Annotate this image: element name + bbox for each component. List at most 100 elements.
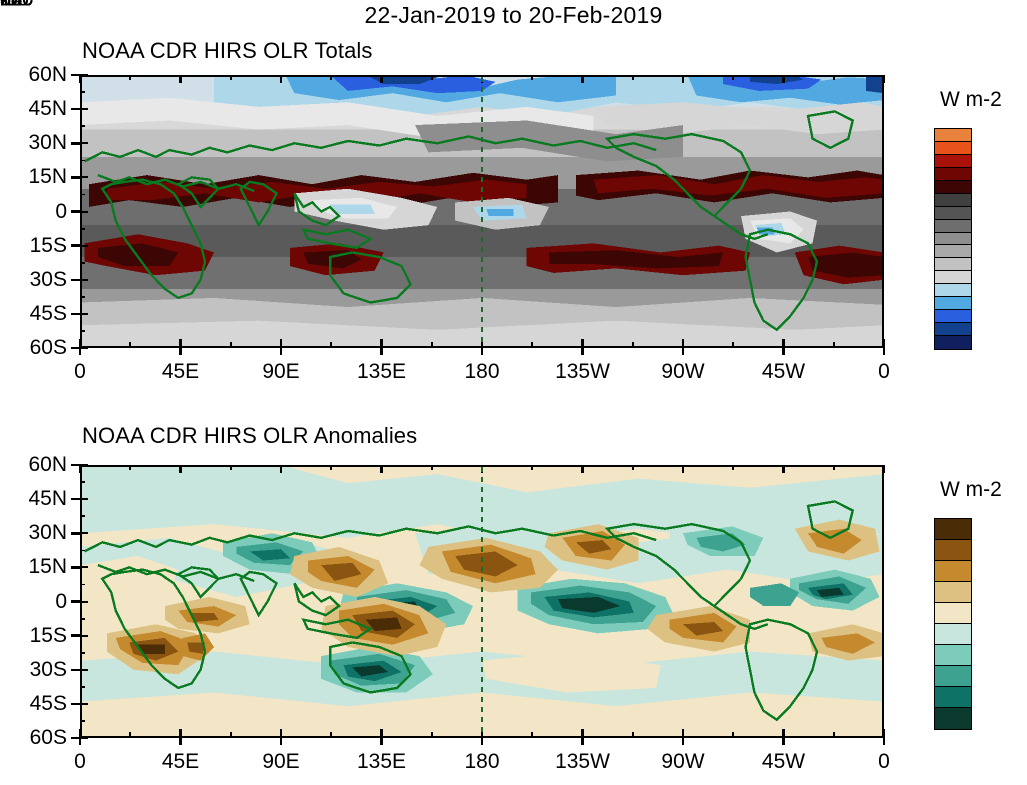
x-tick-top-anom-8 — [882, 465, 886, 473]
colorbar-unit-totals: W m-2 — [940, 88, 1002, 111]
x-tick-totals-6 — [681, 339, 685, 355]
y-tick-inner-totals-3 — [80, 176, 88, 179]
y-axis-label-anom-3: 15N — [28, 555, 67, 579]
colorbar-anomalies — [934, 518, 972, 730]
y-tick-inner-totals-4 — [80, 210, 88, 213]
y-minor-tick-totals — [80, 193, 85, 196]
y-axis-label-anom-4: 0 — [55, 589, 67, 613]
colorbar-band — [935, 561, 971, 582]
y-tick-inner-anom-7 — [80, 702, 88, 705]
x-tick-anom-4 — [480, 729, 484, 745]
x-tick-top-anom-5 — [581, 465, 584, 473]
y-minor-tick-anom — [80, 583, 85, 586]
colorbar-tick-label: 300 — [0, 0, 33, 12]
x-minor-tick-totals — [732, 75, 735, 80]
x-tick-top-totals-0 — [78, 75, 82, 83]
x-minor-tick-totals — [229, 342, 232, 348]
colorbar-totals — [934, 128, 972, 350]
x-axis-label-anom-3: 135E — [356, 750, 407, 773]
colorbar-tick-label: 260 — [0, 0, 33, 12]
y-tick-anom-2 — [71, 532, 82, 535]
x-minor-tick-anom — [430, 732, 433, 738]
y-tick-totals-0 — [71, 73, 82, 77]
x-tick-top-anom-0 — [78, 465, 82, 473]
x-minor-tick-anom — [129, 465, 132, 470]
colorbar-band — [935, 323, 971, 336]
x-minor-tick-anom — [631, 732, 634, 738]
y-tick-inner-totals-0 — [80, 74, 88, 76]
x-tick-anom-6 — [681, 729, 685, 745]
date-line-meridian-anom — [481, 467, 483, 736]
colorbar-band — [935, 336, 971, 349]
x-minor-tick-anom — [229, 732, 232, 738]
colorbar-band — [935, 219, 971, 233]
x-tick-anom-8 — [882, 729, 886, 745]
y-tick-totals-2 — [71, 142, 82, 145]
y-axis-label-anom-2: 30N — [28, 521, 67, 545]
colorbar-tick-label: 15 — [0, 0, 22, 12]
colorbar-band — [935, 245, 971, 259]
y-axis-label-anom-1: 45N — [28, 487, 67, 511]
colorbar-tick-label: 320 — [0, 0, 33, 12]
x-tick-totals-7 — [782, 339, 785, 355]
x-axis-label-anom-0: 0 — [74, 750, 86, 773]
colorbar-tick-label: 280 — [0, 0, 33, 12]
x-tick-top-totals-1 — [179, 75, 182, 83]
x-tick-top-anom-7 — [782, 465, 785, 473]
x-tick-anom-7 — [782, 729, 785, 745]
colorbar-unit-anomalies: W m-2 — [940, 478, 1002, 501]
x-axis-label-totals-8: 0 — [878, 360, 890, 383]
colorbar-tick-label: -15 — [0, 0, 29, 12]
colorbar-band — [935, 141, 971, 155]
x-tick-totals-8 — [882, 339, 886, 355]
colorbar-band — [935, 232, 971, 246]
y-axis-label-totals-8: 60S — [29, 336, 67, 359]
x-tick-top-totals-2 — [279, 75, 283, 83]
colorbar-band — [935, 310, 971, 324]
x-minor-tick-anom — [832, 465, 835, 470]
y-minor-tick-totals — [80, 91, 85, 94]
colorbar-band — [935, 519, 971, 540]
x-minor-tick-anom — [531, 465, 534, 470]
x-tick-top-totals-6 — [681, 75, 685, 83]
colorbar-tick-label: 30 — [0, 0, 22, 12]
x-tick-totals-3 — [380, 339, 383, 355]
x-tick-top-totals-5 — [581, 75, 584, 83]
x-axis-label-totals-4: 180 — [464, 360, 500, 383]
y-tick-inner-anom-1 — [80, 498, 88, 501]
colorbar-band — [935, 284, 971, 298]
colorbar-band — [935, 206, 971, 220]
x-tick-anom-0 — [78, 729, 82, 745]
x-axis-label-totals-3: 135E — [356, 360, 407, 383]
y-tick-totals-5 — [71, 244, 82, 247]
x-axis-label-anom-8: 0 — [878, 750, 890, 773]
y-tick-inner-totals-7 — [80, 312, 88, 315]
y-minor-tick-totals — [80, 125, 85, 128]
x-axis-label-anom-2: 90E — [262, 750, 300, 773]
colorbar-tick-label: 180 — [0, 0, 33, 12]
x-axis-label-totals-1: 45E — [161, 360, 200, 383]
x-minor-tick-totals — [330, 75, 333, 80]
x-minor-tick-totals — [732, 342, 735, 348]
x-minor-tick-totals — [430, 342, 433, 348]
y-tick-inner-totals-1 — [80, 108, 88, 111]
y-axis-label-anom-7: 45S — [29, 691, 67, 715]
y-axis-label-anom-6: 30S — [29, 657, 67, 681]
y-tick-inner-totals-5 — [80, 244, 88, 247]
x-tick-totals-1 — [179, 339, 182, 355]
x-minor-tick-totals — [531, 342, 534, 348]
x-minor-tick-totals — [631, 75, 634, 80]
x-tick-totals-0 — [78, 339, 82, 355]
colorbar-tick-label: 240 — [0, 0, 33, 12]
x-minor-tick-totals — [832, 342, 835, 348]
x-minor-tick-totals — [832, 75, 835, 80]
colorbar-tick-label: 0 — [0, 0, 11, 12]
y-tick-totals-3 — [71, 176, 82, 179]
y-tick-totals-8 — [71, 346, 82, 350]
colorbar-band — [935, 258, 971, 272]
x-minor-tick-anom — [531, 732, 534, 738]
y-tick-totals-6 — [71, 278, 82, 282]
y-tick-inner-totals-2 — [80, 142, 88, 145]
x-axis-label-totals-2: 90E — [262, 360, 300, 383]
